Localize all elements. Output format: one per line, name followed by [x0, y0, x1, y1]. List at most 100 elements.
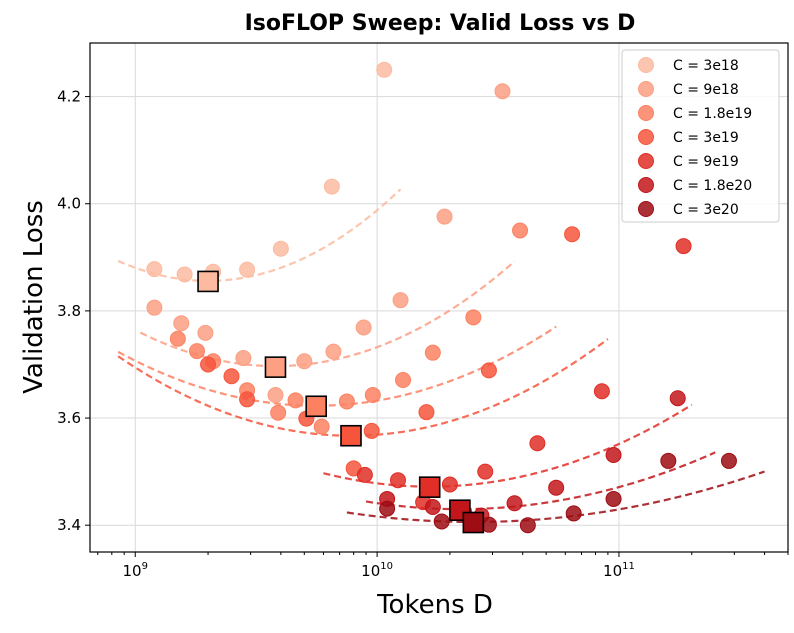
fit-curve [117, 338, 609, 437]
legend-marker [638, 153, 654, 169]
legend-label: C = 9e18 [673, 82, 739, 98]
data-point [287, 392, 304, 409]
x-tick-base: 10 [123, 562, 142, 580]
data-point [379, 500, 396, 517]
data-point [519, 517, 536, 534]
y-tick-label: 3.8 [57, 302, 81, 320]
data-points [146, 61, 737, 534]
y-axis-label: Validation Loss [19, 200, 49, 394]
legend: C = 3e18 C = 9e18 C = 1.8e19 C = 3e19 C = 9e… [621, 49, 780, 223]
data-point [338, 393, 355, 410]
data-point [436, 208, 453, 225]
x-tick-exponent: 9 [142, 561, 148, 572]
legend-marker [638, 57, 654, 73]
x-axis-label: Tokens D [376, 590, 493, 620]
optimum-marker [462, 511, 485, 534]
data-point [223, 368, 240, 385]
data-point [512, 222, 529, 239]
data-point [270, 404, 287, 421]
data-point [605, 490, 622, 507]
optimum-marker [418, 476, 441, 498]
x-tick-label: 1010 [361, 561, 393, 580]
legend-marker [638, 129, 654, 145]
data-point [296, 353, 313, 370]
data-point [480, 362, 497, 379]
legend-marker [638, 177, 654, 193]
legend-label: C = 1.8e20 [673, 178, 752, 194]
y-tick-label: 4.2 [57, 88, 81, 106]
data-point [593, 383, 610, 400]
data-point [197, 324, 214, 341]
fit-curve [323, 403, 693, 488]
data-point [313, 418, 330, 435]
data-point [176, 266, 193, 283]
data-point [325, 343, 342, 360]
data-point [465, 309, 482, 326]
grid-layer [90, 43, 788, 552]
data-point [376, 61, 393, 78]
x-tick-label: 109 [123, 561, 148, 580]
data-point [364, 387, 381, 404]
data-point [146, 299, 163, 316]
data-point [173, 315, 190, 332]
data-point [395, 372, 412, 389]
x-tick-base: 10 [603, 562, 622, 580]
optimum-marker [305, 395, 327, 418]
data-point [529, 435, 546, 452]
optimum-marker [264, 356, 287, 378]
data-point [433, 513, 450, 530]
legend-marker [638, 105, 654, 121]
legend-box [621, 49, 780, 223]
data-point [506, 495, 523, 512]
optimum-marker [197, 270, 219, 293]
data-point [272, 240, 289, 257]
legend-label: C = 3e19 [673, 130, 739, 146]
x-tick-base: 10 [361, 562, 380, 580]
data-point [675, 238, 692, 255]
data-point [363, 422, 380, 439]
data-point [477, 463, 494, 480]
data-point [355, 319, 372, 336]
x-tick-exponent: 10 [380, 561, 393, 572]
legend-label: C = 3e20 [673, 202, 739, 218]
data-point [424, 498, 441, 515]
data-point [235, 350, 252, 367]
data-point [239, 261, 256, 278]
optimum-marker [340, 424, 362, 447]
data-point [720, 452, 737, 469]
legend-label: C = 3e18 [673, 58, 739, 74]
data-point [200, 356, 217, 373]
y-tick-label: 4.0 [57, 195, 81, 213]
data-point [392, 292, 409, 309]
legend-marker [638, 201, 654, 217]
data-point [267, 387, 284, 404]
fit-curve [346, 470, 765, 524]
fit-curve [117, 188, 402, 282]
x-tick-exponent: 11 [622, 561, 635, 572]
legend-label: C = 1.8e19 [673, 106, 752, 122]
data-point [441, 476, 458, 493]
data-point [605, 447, 622, 464]
y-tick-label: 3.6 [57, 409, 81, 427]
data-point [169, 330, 186, 347]
legend-marker [638, 81, 654, 97]
data-point [424, 344, 441, 361]
data-point [146, 261, 163, 278]
plot-frame [89, 42, 789, 553]
data-point [323, 178, 340, 195]
data-point [669, 390, 686, 407]
y-tick-label: 3.4 [57, 516, 81, 534]
data-point [418, 404, 435, 421]
chart-title: IsoFLOP Sweep: Valid Loss vs D [245, 11, 636, 36]
data-point [356, 466, 373, 483]
data-point [660, 452, 677, 469]
x-tick-label: 1011 [603, 561, 635, 580]
data-point [565, 505, 582, 522]
data-point [389, 472, 406, 489]
data-point [494, 83, 511, 100]
data-point [548, 479, 565, 496]
legend-label: C = 9e19 [673, 154, 739, 170]
data-point [239, 391, 256, 408]
